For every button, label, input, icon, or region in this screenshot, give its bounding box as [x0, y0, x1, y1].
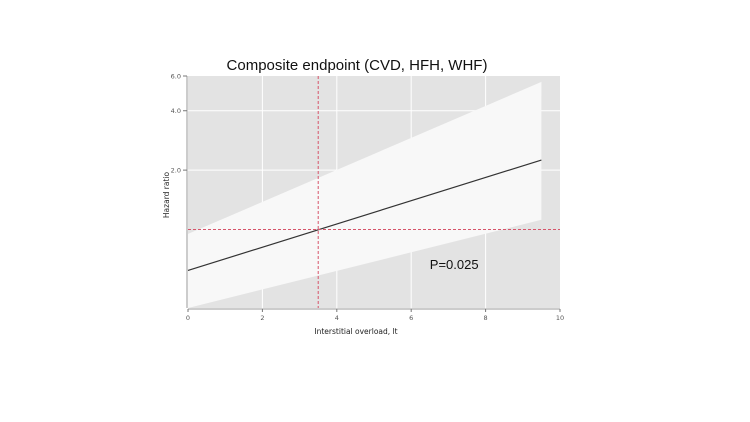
p-value-annotation: P=0.025 [430, 257, 479, 272]
axes: 0 2 4 6 8 10 2.0 4.0 6.0 [171, 73, 564, 323]
x-tick-label: 10 [556, 314, 564, 322]
x-tick-label: 0 [186, 314, 190, 322]
x-tick-label: 6 [409, 314, 413, 322]
chart-title: Composite endpoint (CVD, HFH, WHF) [227, 57, 488, 74]
confidence-band [188, 81, 542, 309]
y-tick-label: 4.0 [171, 107, 181, 115]
y-axis-label: Hazard ratio [162, 172, 171, 219]
x-tick-label: 8 [484, 314, 488, 322]
x-tick-label: 4 [335, 314, 339, 322]
hazard-ratio-line [187, 159, 542, 272]
x-axis-label: Interstitial overload, lt [314, 327, 397, 336]
reference-lines [188, 76, 560, 308]
x-tick-label: 2 [260, 314, 264, 322]
y-tick-label: 2.0 [171, 167, 181, 175]
y-tick-label: 6.0 [171, 73, 181, 81]
